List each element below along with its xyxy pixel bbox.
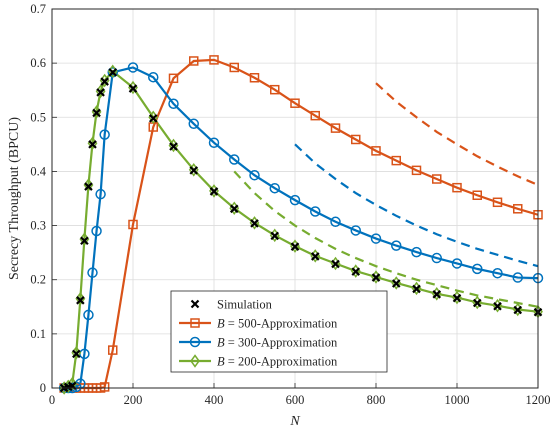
x-tick-label: 1000 <box>445 393 470 407</box>
legend-label-b300: B = 300-Approximation <box>217 336 338 350</box>
y-tick-label: 0.7 <box>30 2 46 16</box>
x-tick-label: 0 <box>49 393 55 407</box>
x-tick-label: 400 <box>205 393 224 407</box>
y-tick-label: 0.3 <box>30 219 46 233</box>
y-tick-label: 0.1 <box>30 327 46 341</box>
legend-label-simulation: Simulation <box>217 298 273 312</box>
legend-label-b200-rest: = 200-Approximation <box>225 355 338 369</box>
y-tick-label: 0.2 <box>30 273 46 287</box>
legend-label-b500: B = 500-Approximation <box>217 317 338 331</box>
y-tick-label: 0 <box>40 381 46 395</box>
legend: Simulation B = 500-Approximation B = 300… <box>171 291 387 372</box>
y-axis-label: Secrecy Throughput (BPCU) <box>7 117 22 280</box>
legend-label-b200: B = 200-Approximation <box>217 355 338 369</box>
x-tick-label: 800 <box>367 393 386 407</box>
x-tick-label: 200 <box>124 393 143 407</box>
legend-label-b300-rest: = 300-Approximation <box>225 336 338 350</box>
x-tick-label: 600 <box>286 393 305 407</box>
y-tick-label: 0.4 <box>30 164 46 178</box>
y-tick-label: 0.6 <box>30 56 46 70</box>
x-axis-label: N <box>289 414 300 429</box>
data-point-simulation <box>190 167 197 174</box>
y-tick-label: 0.5 <box>30 110 46 124</box>
x-tick-label: 1200 <box>526 393 550 407</box>
legend-label-b500-rest: = 500-Approximation <box>225 317 338 331</box>
